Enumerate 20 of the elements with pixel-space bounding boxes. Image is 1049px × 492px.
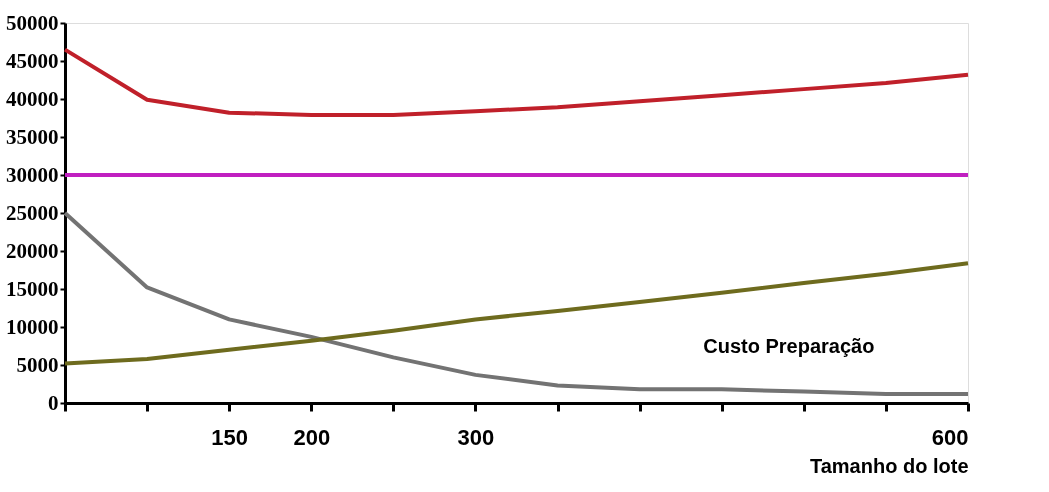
x-tick-label: 300 [457,424,495,450]
x-axis-title: Tamanho do lote [809,454,969,477]
line-series [63,211,970,396]
x-tick-label: 200 [293,424,331,450]
y-tick-label: 45000 [6,48,59,73]
y-tick-label: 30000 [6,162,59,187]
y-tick-label: 10000 [6,314,59,339]
y-tick-label: 20000 [6,238,59,263]
y-tick-label: 0 [48,390,59,415]
x-tick-label: 150 [211,424,249,450]
x-tick-label: 600 [931,424,969,450]
y-tick-label: 50000 [6,10,59,35]
y-tick-label: 15000 [6,276,59,301]
line-series [63,261,970,366]
y-tick-label: 5000 [16,352,59,377]
y-tick-label: 40000 [6,86,59,111]
y-tick-label: 25000 [6,200,59,225]
line-series [63,47,970,117]
y-tick-label: 35000 [6,124,59,149]
series-label: Custo Preparação [703,334,875,357]
